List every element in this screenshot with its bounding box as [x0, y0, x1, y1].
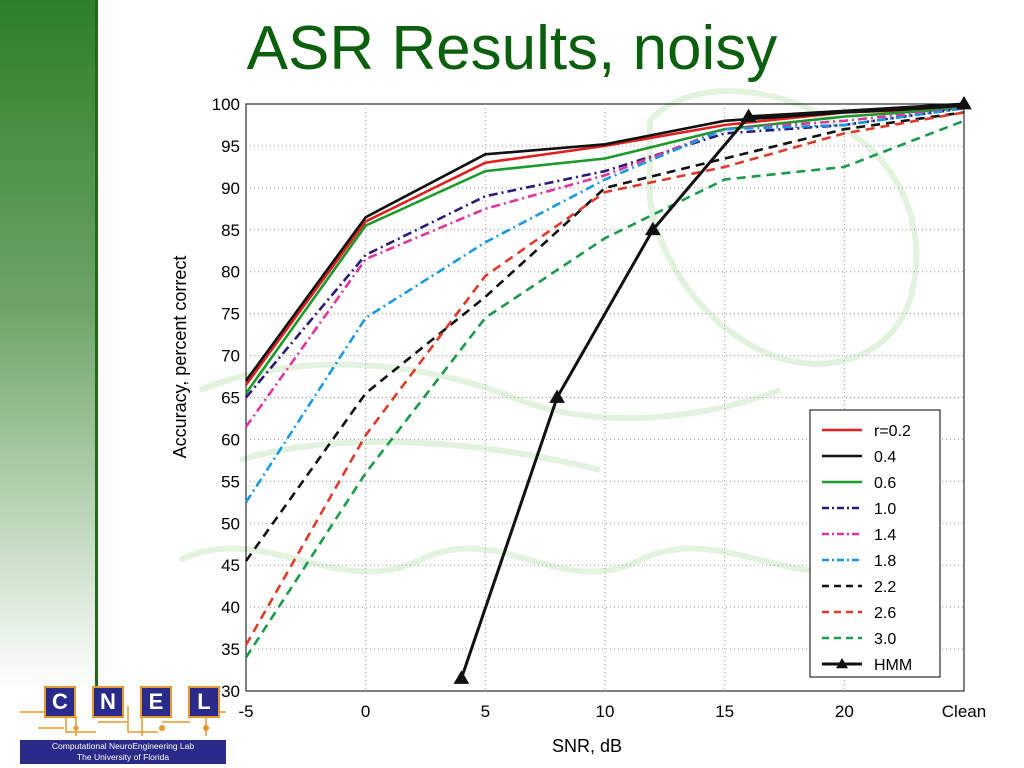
- y-tick-label: 60: [221, 430, 240, 449]
- legend-box: [809, 409, 941, 678]
- x-axis-ticks: -5 0 5 10 15 20 Clean: [238, 702, 986, 721]
- legend-label-2: 0.6: [874, 475, 896, 492]
- sidebar-edge: [95, 0, 98, 690]
- logo-letter-l: L: [188, 686, 220, 718]
- x-tick-label: -5: [238, 702, 253, 721]
- y-tick-label: 70: [221, 347, 240, 366]
- legend-label-3: 1.0: [874, 501, 896, 518]
- legend-label-8: 3.0: [874, 631, 896, 648]
- y-tick-label: 80: [221, 263, 240, 282]
- legend-hmm-marker: [836, 658, 848, 669]
- legend: r=0.2 0.4 0.6 1.0 1.4 1.8 2.2 2.6 3.0 HMM: [809, 409, 941, 678]
- legend-label-4: 1.4: [874, 527, 896, 544]
- logo-letter-e: E: [140, 686, 172, 718]
- y-tick-label: 50: [221, 514, 240, 533]
- lab-name: Computational NeuroEngineering Lab: [51, 741, 195, 751]
- legend-label-0: r=0.2: [874, 423, 911, 440]
- university-name: The University of Florida: [76, 752, 170, 762]
- series-line-4: [244, 106, 965, 428]
- y-tick-label: 95: [221, 137, 240, 156]
- y-tick-label: 40: [221, 598, 240, 617]
- x-tick-label: 0: [361, 702, 370, 721]
- x-tick-label: 10: [596, 702, 615, 721]
- gator-engineering-watermark: [178, 88, 920, 575]
- logo-letter-n: N: [92, 686, 124, 718]
- x-tick-label: 20: [835, 702, 854, 721]
- series-line-7: [244, 111, 965, 646]
- y-axis-ticks: 30 35 40 45 50 55 60 65 70 75 80 85 90 95 100: [212, 95, 240, 701]
- logo-circuit: [20, 706, 226, 736]
- y-tick-label: 85: [221, 221, 240, 240]
- legend-label-6: 2.2: [874, 579, 896, 596]
- x-tick-label: 15: [715, 702, 734, 721]
- y-tick-label: 45: [221, 556, 240, 575]
- y-tick-label: 90: [221, 179, 240, 198]
- y-tick-label: 30: [221, 682, 240, 701]
- y-axis-label: Accuracy, percent correct: [170, 256, 190, 459]
- legend-label-9: HMM: [874, 657, 912, 674]
- y-tick-label: 65: [221, 389, 240, 408]
- slide-title: ASR Results, noisy: [246, 14, 778, 83]
- cnel-logo: C N E L Computational NeuroEngineering L…: [16, 682, 242, 764]
- legend-label-1: 0.4: [874, 449, 896, 466]
- legend-label-5: 1.8: [874, 553, 896, 570]
- x-tick-label: Clean: [942, 702, 986, 721]
- hmm-marker: [956, 96, 972, 110]
- y-tick-label: 100: [212, 95, 240, 114]
- hmm-marker: [549, 389, 566, 403]
- y-tick-label: 55: [221, 472, 240, 491]
- hmm-marker: [740, 108, 757, 122]
- hmm-marker: [453, 670, 470, 684]
- sidebar-gradient: [0, 0, 95, 690]
- series-lines: [244, 96, 972, 684]
- series-line-5: [244, 106, 965, 504]
- legend-label-7: 2.6: [874, 605, 896, 622]
- hmm-marker: [644, 221, 661, 236]
- logo-lab-name: Computational NeuroEngineering Lab The U…: [20, 740, 226, 764]
- x-axis-label: SNR, dB: [552, 736, 622, 756]
- x-tick-label: 5: [481, 702, 490, 721]
- series-line-0: [244, 106, 965, 386]
- series-line-6: [244, 111, 965, 562]
- y-tick-label: 35: [221, 640, 240, 659]
- series-line-8: [244, 119, 965, 659]
- y-tick-label: 75: [221, 305, 240, 324]
- logo-letter-c: C: [44, 686, 76, 718]
- series-line-2: [244, 106, 965, 395]
